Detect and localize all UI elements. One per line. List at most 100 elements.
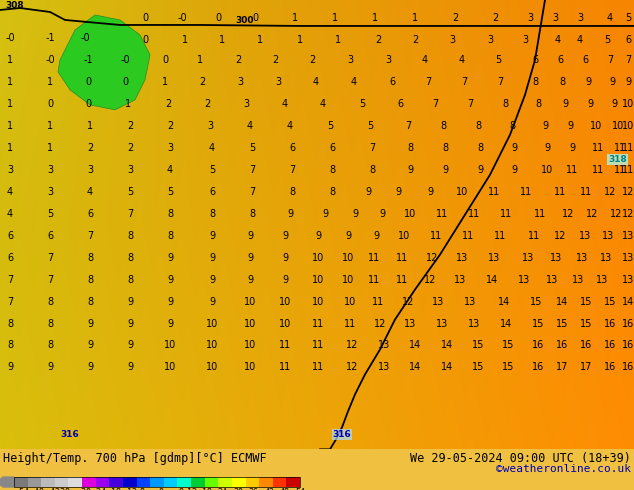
Text: 8: 8 — [167, 209, 173, 219]
Text: 9: 9 — [373, 231, 379, 241]
Text: We 29-05-2024 09:00 UTC (18+39): We 29-05-2024 09:00 UTC (18+39) — [410, 452, 631, 466]
Text: 9: 9 — [322, 209, 328, 219]
Text: -18: -18 — [107, 488, 122, 490]
Bar — [178, 477, 191, 487]
Bar — [218, 477, 232, 487]
Text: 5: 5 — [127, 187, 133, 196]
Text: 1: 1 — [335, 35, 341, 45]
Text: 12: 12 — [554, 231, 566, 241]
Text: 6: 6 — [557, 55, 563, 65]
Text: 1: 1 — [332, 13, 338, 23]
Text: 13: 13 — [622, 274, 634, 285]
Text: 8: 8 — [87, 253, 93, 263]
Text: 10: 10 — [164, 363, 176, 372]
Text: 3: 3 — [207, 121, 213, 131]
Text: 15: 15 — [556, 318, 568, 328]
Text: 15: 15 — [502, 363, 514, 372]
Text: 3: 3 — [347, 55, 353, 65]
Text: 16: 16 — [622, 318, 634, 328]
Text: 10: 10 — [342, 274, 354, 285]
Text: 8: 8 — [7, 341, 13, 350]
Text: 11: 11 — [462, 231, 474, 241]
Text: 15: 15 — [472, 363, 484, 372]
Text: 9: 9 — [282, 274, 288, 285]
Text: 17: 17 — [580, 363, 592, 372]
Text: 2: 2 — [127, 121, 133, 131]
Text: 8: 8 — [502, 99, 508, 109]
Text: 10: 10 — [312, 296, 324, 307]
Text: 14: 14 — [409, 363, 421, 372]
Text: -8: -8 — [135, 488, 145, 490]
Text: 7: 7 — [425, 77, 431, 87]
Text: 12: 12 — [562, 209, 574, 219]
Text: 13: 13 — [522, 253, 534, 263]
Text: 9: 9 — [542, 121, 548, 131]
Text: 4: 4 — [555, 35, 561, 45]
Text: 8: 8 — [87, 296, 93, 307]
Text: 10: 10 — [541, 165, 553, 175]
Text: 12: 12 — [346, 341, 358, 350]
Text: 11: 11 — [520, 187, 532, 196]
Text: 10: 10 — [344, 296, 356, 307]
Text: 9: 9 — [395, 187, 401, 196]
Text: 9: 9 — [282, 231, 288, 241]
Text: 12: 12 — [424, 274, 436, 285]
Text: 10: 10 — [612, 121, 624, 131]
Text: 14: 14 — [556, 296, 568, 307]
Text: 16: 16 — [604, 318, 616, 328]
Text: 6: 6 — [209, 187, 215, 196]
Text: 10: 10 — [312, 274, 324, 285]
Text: 7: 7 — [607, 55, 613, 65]
Text: 11: 11 — [500, 209, 512, 219]
Text: 10: 10 — [622, 99, 634, 109]
Text: 2: 2 — [492, 13, 498, 23]
Text: 0: 0 — [122, 77, 128, 87]
Text: 1: 1 — [257, 35, 263, 45]
Text: 0: 0 — [162, 55, 168, 65]
Text: 9: 9 — [609, 77, 615, 87]
Text: 9: 9 — [379, 209, 385, 219]
Text: 10: 10 — [590, 121, 602, 131]
Text: 8: 8 — [407, 143, 413, 153]
Text: 0: 0 — [142, 13, 148, 23]
Text: 11: 11 — [344, 318, 356, 328]
Text: 3: 3 — [577, 13, 583, 23]
Text: 12: 12 — [622, 209, 634, 219]
Text: 300: 300 — [235, 16, 254, 25]
Text: -0: -0 — [5, 33, 15, 43]
Text: 13: 13 — [488, 253, 500, 263]
Text: 13: 13 — [622, 253, 634, 263]
Text: 4: 4 — [459, 55, 465, 65]
Text: 15: 15 — [502, 341, 514, 350]
Text: 10: 10 — [164, 341, 176, 350]
Text: 8: 8 — [559, 77, 565, 87]
Text: 2: 2 — [235, 55, 241, 65]
Text: 13: 13 — [602, 231, 614, 241]
Text: 9: 9 — [282, 253, 288, 263]
Text: 7: 7 — [249, 187, 255, 196]
Text: 17: 17 — [556, 363, 568, 372]
Bar — [55, 477, 68, 487]
Text: 2: 2 — [127, 143, 133, 153]
Text: 16: 16 — [532, 363, 544, 372]
Text: 7: 7 — [497, 77, 503, 87]
Text: 1: 1 — [182, 35, 188, 45]
Text: 2: 2 — [309, 55, 315, 65]
Bar — [287, 477, 300, 487]
Bar — [14, 477, 300, 487]
Polygon shape — [58, 15, 150, 110]
Text: 11: 11 — [494, 231, 506, 241]
Text: 1: 1 — [162, 77, 168, 87]
Text: 3: 3 — [552, 13, 558, 23]
Text: 11: 11 — [396, 274, 408, 285]
Text: 2: 2 — [165, 99, 171, 109]
Text: 11: 11 — [279, 363, 291, 372]
Text: 4: 4 — [247, 121, 253, 131]
Text: 10: 10 — [244, 296, 256, 307]
Text: 8: 8 — [532, 77, 538, 87]
Text: -30: -30 — [76, 488, 91, 490]
Text: 7: 7 — [7, 296, 13, 307]
Text: 11: 11 — [279, 341, 291, 350]
Text: 11: 11 — [534, 209, 546, 219]
Text: 16: 16 — [532, 341, 544, 350]
